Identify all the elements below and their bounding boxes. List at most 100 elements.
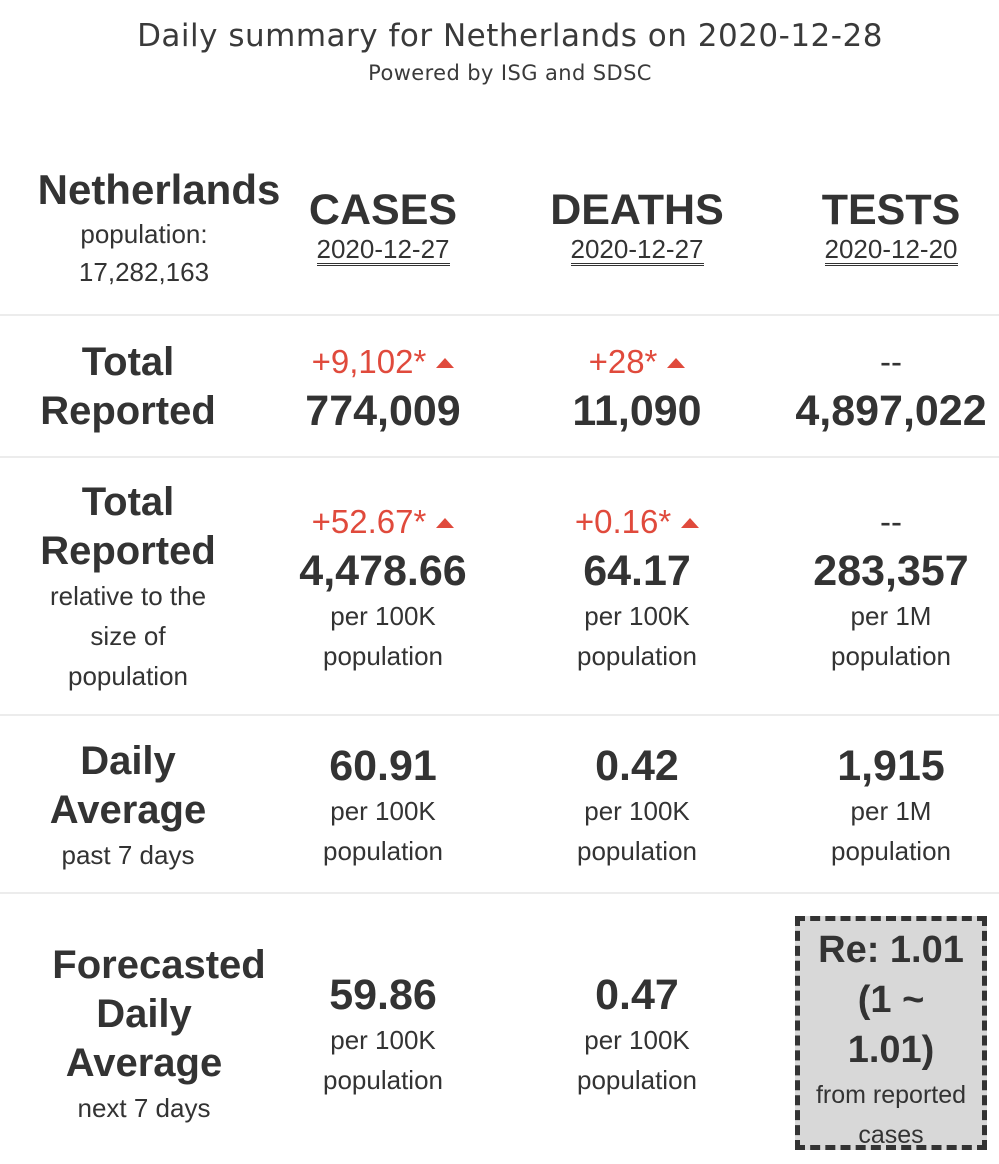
re-range-line: 1.01): [847, 1029, 935, 1071]
tests-total-cell: -- 4,897,022: [764, 338, 999, 436]
unit-line: population: [831, 641, 951, 671]
deaths-header-date[interactable]: 2020-12-27: [570, 234, 704, 266]
relative-label: Total Reported relative to the size of p…: [0, 478, 256, 696]
label-sub: size of: [90, 621, 166, 651]
tests-relative-change: --: [880, 503, 902, 540]
tests-total-change: --: [880, 343, 902, 380]
label-line: Reported: [40, 389, 216, 433]
daily-average-label: Daily Average past 7 days: [0, 737, 256, 875]
total-reported-label: Total Reported: [0, 338, 256, 436]
cases-total-change: +9,102*: [256, 338, 510, 386]
re-range-line: (1 ~: [857, 979, 925, 1021]
label-sub: relative to the: [49, 581, 207, 611]
deaths-total-value: 11,090: [572, 387, 702, 435]
cases-column-header: CASES 2020-12-27: [256, 185, 510, 266]
row-divider: [0, 456, 999, 458]
change-text: +0.16*: [574, 503, 672, 540]
row-divider: [0, 892, 999, 894]
unit-line: per 100K: [330, 796, 436, 826]
forecast-row: Forecasted Daily Average next 7 days 59.…: [0, 894, 999, 1164]
unit-line: population: [577, 836, 697, 866]
label-line: Total: [81, 480, 175, 524]
deaths-relative-value: 64.17: [583, 547, 691, 595]
label-line: Daily: [96, 992, 192, 1036]
label-sub: past 7 days: [61, 840, 195, 870]
cases-forecast-cell: 59.86 per 100K population: [256, 970, 510, 1100]
label-line: Total: [81, 340, 175, 384]
re-value: Re: 1.01: [818, 929, 964, 971]
deaths-relative-change: +0.16*: [510, 498, 764, 546]
tests-relative-cell: -- 283,357 per 1M population: [764, 498, 999, 676]
tests-relative-value: 283,357: [813, 547, 969, 595]
change-text: +52.67*: [311, 503, 427, 540]
tests-column-header: TESTS 2020-12-20: [764, 185, 999, 266]
country-block: Netherlands population: 17,282,163: [15, 165, 303, 291]
deaths-total-cell: +28* 11,090: [510, 338, 764, 436]
cases-header-date[interactable]: 2020-12-27: [316, 234, 450, 266]
unit-line: population: [831, 836, 951, 866]
unit-line: population: [323, 836, 443, 866]
cases-total-cell: +9,102* 774,009: [256, 338, 510, 436]
unit-line: per 1M: [850, 601, 932, 631]
tests-header-label: TESTS: [821, 186, 961, 234]
unit-line: population: [323, 1065, 443, 1095]
cases-daily-cell: 60.91 per 100K population: [256, 741, 510, 871]
cases-total-value: 774,009: [305, 387, 461, 435]
column-header-row: Netherlands population: 17,282,163 CASES…: [0, 160, 999, 310]
unit-line: per 100K: [584, 1025, 690, 1055]
unit-line: per 100K: [330, 1025, 436, 1055]
country-name: Netherlands: [37, 166, 281, 213]
label-line: Average: [65, 1041, 223, 1085]
label-line: Forecasted: [52, 943, 266, 987]
label-sub: population: [68, 661, 188, 691]
population-label: population:: [80, 219, 208, 249]
relative-row: Total Reported relative to the size of p…: [0, 458, 999, 714]
deaths-relative-cell: +0.16* 64.17 per 100K population: [510, 498, 764, 676]
unit-line: per 1M: [850, 796, 932, 826]
unit-line: per 100K: [584, 796, 690, 826]
unit-line: population: [577, 641, 697, 671]
re-estimate-box: Re: 1.01 (1 ~ 1.01) from reported cases: [795, 916, 987, 1150]
change-text: +9,102*: [311, 343, 427, 380]
tests-header-date[interactable]: 2020-12-20: [824, 234, 958, 266]
deaths-column-header: DEATHS 2020-12-27: [510, 185, 764, 266]
triangle-up-icon: [681, 518, 700, 528]
re-note: cases: [858, 1121, 924, 1149]
tests-daily-cell: 1,915 per 1M population: [764, 741, 999, 871]
population-value: 17,282,163: [78, 257, 210, 287]
label-line: Average: [49, 788, 207, 832]
triangle-up-icon: [667, 358, 686, 368]
re-note: from reported: [815, 1081, 967, 1109]
tests-daily-value: 1,915: [837, 742, 945, 790]
label-line: Reported: [40, 529, 216, 573]
deaths-header-label: DEATHS: [550, 186, 724, 234]
unit-line: population: [323, 641, 443, 671]
tests-total-value: 4,897,022: [795, 387, 987, 435]
unit-line: per 100K: [330, 601, 436, 631]
total-reported-row: Total Reported +9,102* 774,009 +28* 11,0…: [0, 316, 999, 456]
cases-relative-change: +52.67*: [256, 498, 510, 546]
unit-line: per 100K: [584, 601, 690, 631]
daily-average-row: Daily Average past 7 days 60.91 per 100K…: [0, 716, 999, 892]
deaths-daily-cell: 0.42 per 100K population: [510, 741, 764, 871]
unit-line: population: [577, 1065, 697, 1095]
label-line: Daily: [80, 739, 176, 783]
change-text: +28*: [588, 343, 658, 380]
triangle-up-icon: [436, 358, 455, 368]
triangle-up-icon: [436, 518, 455, 528]
cases-relative-value: 4,478.66: [299, 547, 467, 595]
cases-header-label: CASES: [308, 186, 458, 234]
cases-forecast-value: 59.86: [329, 971, 437, 1019]
row-divider: [0, 314, 999, 316]
cases-daily-value: 60.91: [329, 742, 437, 790]
page-subtitle: Powered by ISG and SDSC: [368, 61, 652, 85]
forecast-label: Forecasted Daily Average next 7 days: [15, 941, 303, 1128]
deaths-daily-value: 0.42: [595, 742, 679, 790]
label-sub: next 7 days: [77, 1093, 211, 1123]
page-title: Daily summary for Netherlands on 2020-12…: [137, 18, 883, 54]
deaths-forecast-value: 0.47: [595, 971, 679, 1019]
row-divider: [0, 714, 999, 716]
deaths-forecast-cell: 0.47 per 100K population: [510, 970, 764, 1100]
cases-relative-cell: +52.67* 4,478.66 per 100K population: [256, 498, 510, 676]
deaths-total-change: +28*: [510, 338, 764, 386]
